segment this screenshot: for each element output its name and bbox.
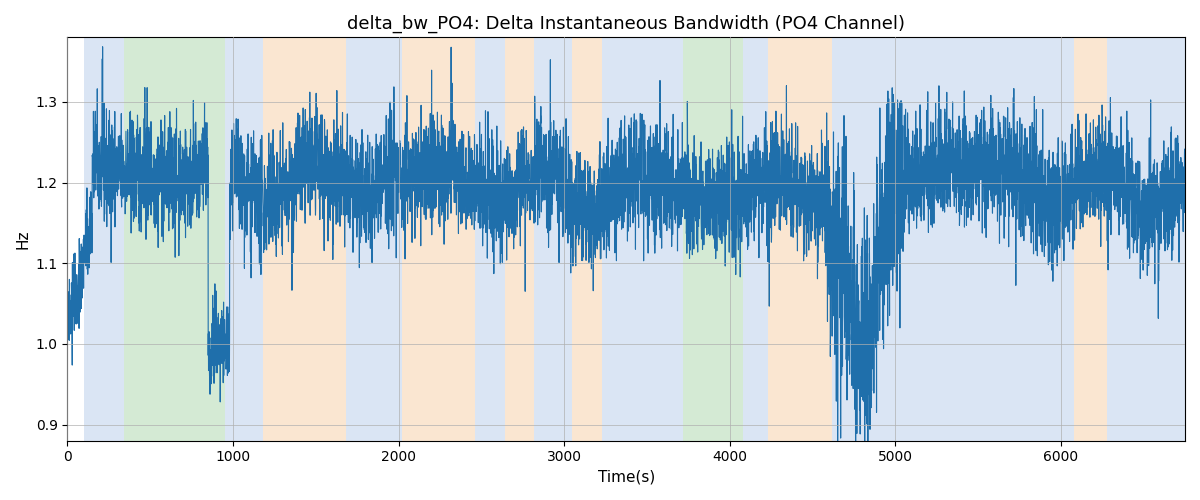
Bar — [534, 38, 572, 440]
Bar — [346, 38, 402, 440]
Bar — [84, 38, 124, 440]
Bar — [572, 38, 602, 440]
Bar — [1108, 38, 1186, 440]
Bar — [833, 38, 1074, 440]
Bar — [683, 38, 743, 440]
Bar — [475, 38, 504, 440]
Bar — [224, 38, 263, 440]
Bar — [602, 38, 683, 440]
Y-axis label: Hz: Hz — [16, 230, 30, 249]
Bar — [743, 38, 768, 440]
Bar — [504, 38, 534, 440]
Bar — [124, 38, 224, 440]
Bar — [1074, 38, 1108, 440]
X-axis label: Time(s): Time(s) — [598, 470, 655, 485]
Title: delta_bw_PO4: Delta Instantaneous Bandwidth (PO4 Channel): delta_bw_PO4: Delta Instantaneous Bandwi… — [347, 15, 905, 34]
Bar — [402, 38, 475, 440]
Bar — [263, 38, 346, 440]
Bar — [768, 38, 833, 440]
